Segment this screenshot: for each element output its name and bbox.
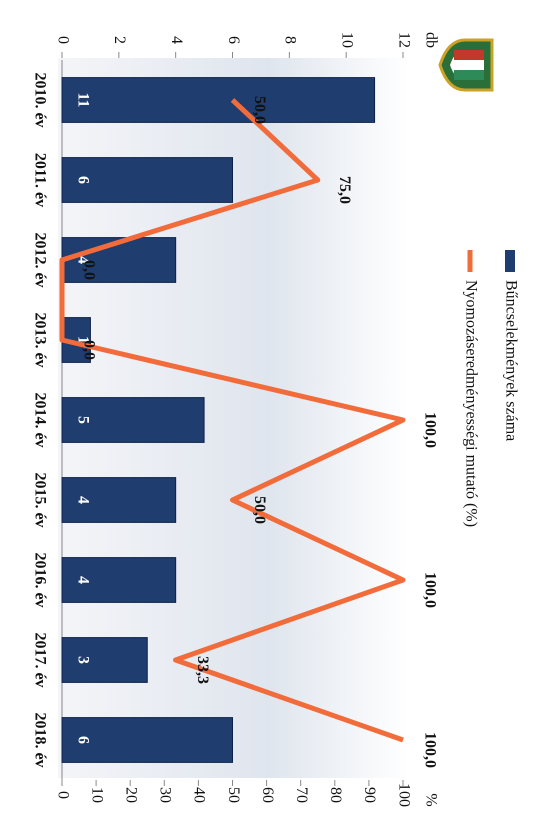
line-value-label: 100,0 — [421, 732, 438, 768]
y-tick-label: 10 — [338, 32, 355, 48]
y2-tick-label: 60 — [259, 787, 276, 803]
line-value-label: 50,0 — [251, 96, 268, 124]
y2-tick-label: 90 — [361, 787, 378, 803]
x-tick-label: 2010. év — [31, 72, 48, 127]
bar — [61, 717, 233, 763]
y-tick-label: 4 — [168, 36, 185, 44]
rotated-chart: db % 0 2 4 6 8 10 12 0 10 20 30 40 50 60 70 80 90 100 2010… — [31, 32, 519, 807]
bar — [61, 477, 177, 523]
line-value-label: 0,0 — [80, 340, 97, 360]
bar-value-label: 5 — [74, 416, 91, 424]
line-value-label: 50,0 — [251, 496, 268, 524]
y-tick-label: 6 — [225, 36, 242, 44]
x-tick-label: 2016. év — [31, 552, 48, 607]
y2-tick-label: 100 — [395, 783, 412, 807]
y-tick-label: 0 — [54, 36, 71, 44]
logo — [438, 38, 494, 92]
y2-axis-title: % — [422, 793, 439, 806]
x-tick-label: 2013. év — [31, 312, 48, 367]
y2-tick-label: 10 — [88, 787, 105, 803]
x-tick-label: 2015. év — [31, 472, 48, 527]
bar-value-label: 6 — [74, 736, 91, 744]
bar — [61, 397, 205, 443]
line-value-label: 75,0 — [336, 176, 353, 204]
bar-value-label: 4 — [74, 576, 91, 584]
y2-tick-label: 80 — [327, 787, 344, 803]
line-value-label: 100,0 — [421, 412, 438, 448]
bar-value-label: 4 — [74, 496, 91, 504]
legend-label: Nyomozáseredményességi mutató (%) — [462, 280, 479, 527]
line-value-label: 33,3 — [194, 656, 211, 684]
y-tick-label: 8 — [282, 36, 299, 44]
bar — [61, 637, 148, 683]
line-value-label: 100,0 — [421, 572, 438, 608]
y2-tick-label: 40 — [191, 787, 208, 803]
bar-value-label: 4 — [74, 256, 91, 264]
y2-tick-label: 30 — [157, 787, 174, 803]
y-tick-label: 2 — [111, 36, 128, 44]
bar-value-label: 6 — [74, 176, 91, 184]
bar — [61, 557, 177, 603]
bar-value-label: 1 — [74, 336, 91, 344]
legend-label: Bűncselekmények száma — [502, 280, 519, 441]
x-tick-label: 2018. év — [31, 712, 48, 767]
x-tick-label: 2017. év — [31, 632, 48, 687]
y-tick-label: 12 — [395, 32, 412, 48]
bar-value-label: 3 — [74, 656, 91, 664]
bar — [61, 77, 376, 123]
y2-tick-label: 20 — [123, 787, 140, 803]
line-value-label: 0,0 — [80, 260, 97, 280]
x-tick-label: 2011. év — [31, 153, 48, 207]
x-tick-label: 2012. év — [31, 232, 48, 287]
y-axis-title: db — [422, 32, 439, 48]
y2-tick-label: 50 — [225, 787, 242, 803]
bar — [61, 157, 233, 203]
bar-value-label: 11 — [74, 92, 91, 107]
legend-marker — [505, 250, 515, 272]
x-tick-label: 2014. év — [31, 392, 48, 447]
y2-tick-label: 70 — [293, 787, 310, 803]
y2-tick-label: 0 — [54, 791, 71, 799]
line — [59, 98, 406, 743]
